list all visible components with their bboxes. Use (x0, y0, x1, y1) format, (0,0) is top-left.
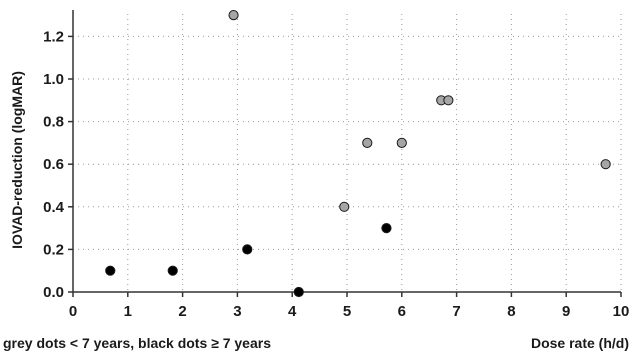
data-point-series0-1 (339, 201, 350, 212)
data-point-series0-2 (362, 137, 373, 148)
grid-lines (73, 14, 622, 292)
y-tick-label-3: 0.6 (43, 156, 64, 173)
x-tick-label-7: 7 (452, 303, 460, 320)
y-tick-label-6: 1.2 (43, 28, 64, 45)
x-tick-label-2: 2 (178, 303, 186, 320)
y-axis-ticks: 0.0 0.2 0.4 0.6 0.8 1.0 1.2 (43, 28, 73, 301)
x-axis-label: Dose rate (h/d) (531, 335, 629, 351)
x-tick-label-4: 4 (288, 303, 297, 320)
x-axis-ticks: 0 1 2 3 4 5 6 7 8 9 10 (69, 292, 630, 320)
y-tick-label-2: 0.4 (43, 199, 65, 216)
x-tick-label-8: 8 (507, 303, 515, 320)
data-point-series1-1 (167, 265, 178, 276)
data-point-series0-0 (228, 10, 239, 21)
data-point-series1-3 (293, 286, 304, 298)
legend-footnote: grey dots < 7 years, black dots ≥ 7 year… (3, 335, 271, 351)
x-tick-label-10: 10 (613, 303, 630, 320)
x-tick-label-6: 6 (398, 303, 406, 320)
x-tick-label-9: 9 (562, 303, 570, 320)
data-point-series0-6 (600, 159, 611, 170)
y-tick-label-0: 0.0 (43, 284, 64, 301)
data-point-series0-5 (443, 95, 454, 106)
x-tick-label-1: 1 (124, 303, 132, 320)
data-points (105, 10, 611, 298)
y-tick-label-1: 0.2 (43, 241, 64, 258)
y-tick-label-4: 0.8 (43, 114, 64, 131)
x-tick-label-3: 3 (233, 303, 241, 320)
y-axis-label: IOVAD-reduction (logMAR) (9, 71, 25, 249)
data-point-series0-3 (396, 137, 407, 148)
y-tick-label-5: 1.0 (43, 71, 64, 88)
data-point-series1-2 (242, 244, 253, 255)
x-tick-label-5: 5 (343, 303, 351, 320)
data-point-series1-0 (105, 265, 116, 276)
data-point-series1-4 (381, 223, 392, 234)
x-tick-label-0: 0 (69, 303, 77, 320)
